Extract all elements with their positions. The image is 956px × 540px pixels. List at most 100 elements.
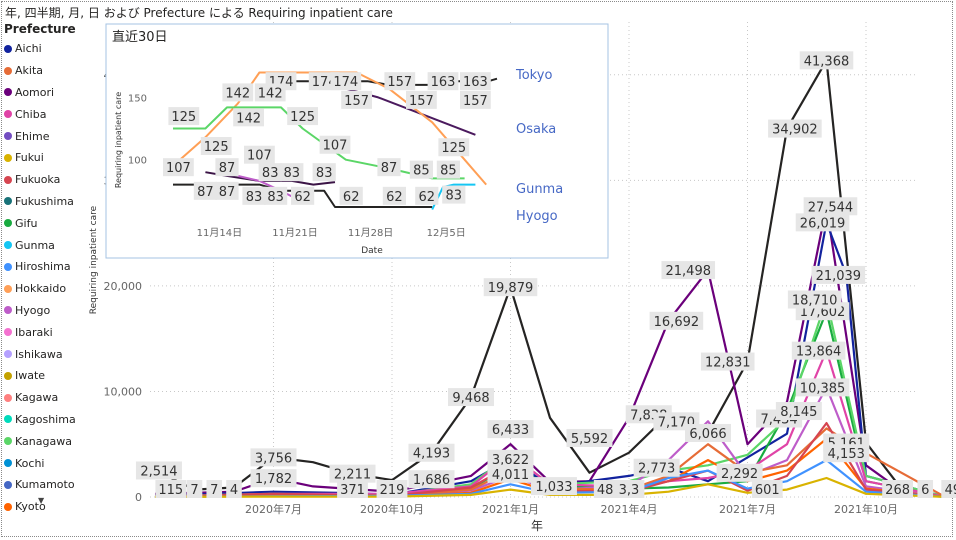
data-label-text: 17,602 (800, 305, 846, 320)
legend-item[interactable]: Kanagawa (4, 430, 84, 452)
data-label-text: 83 (284, 166, 301, 181)
data-label-text: 1,033 (535, 480, 572, 495)
data-label: 1,686 (408, 470, 455, 489)
data-label-text: 601 (755, 483, 780, 498)
legend-label: Hokkaido (15, 282, 67, 296)
inset-data-label: 157 (406, 90, 437, 109)
data-label: 2,773 (633, 458, 680, 477)
legend-item[interactable]: Hokkaido (4, 278, 84, 300)
data-label: 41,368 (799, 51, 854, 70)
x-tick-label: 2021年10月 (834, 502, 898, 516)
legend-marker (4, 437, 12, 446)
legend-marker (4, 502, 12, 511)
data-label-bg (250, 448, 297, 467)
legend-item[interactable]: Fukui (4, 147, 84, 169)
legend-label: Aomori (15, 85, 55, 99)
data-label-text: 3,3 (619, 483, 640, 498)
legend-item[interactable]: Kagoshima (4, 409, 84, 431)
legend-item[interactable]: Kumamoto (4, 474, 84, 496)
inset-x-tick-label: 11月28日 (348, 227, 393, 239)
legend-item[interactable]: Chiba (4, 103, 84, 125)
data-label-text: 62 (343, 190, 360, 205)
data-label-text: 8,145 (780, 405, 817, 420)
data-label-text: 9,468 (452, 391, 489, 406)
legend-marker (4, 393, 12, 402)
data-label-text: 115 (158, 483, 183, 498)
legend-item[interactable]: Hiroshima (4, 256, 84, 278)
legend-item[interactable]: Hyogo (4, 300, 84, 322)
data-label-bg (941, 480, 956, 498)
legend-label: Hyogo (15, 303, 51, 317)
inset-y-tick-label: 100 (128, 156, 147, 167)
data-label-bg (438, 138, 470, 157)
inset-data-label: 87 (193, 181, 217, 200)
legend-item[interactable]: Aichi (4, 38, 84, 60)
legend-marker (4, 262, 12, 271)
inset-y-tick-label: 150 (128, 93, 147, 104)
data-label-text: 107 (166, 161, 191, 176)
legend-label: Kagoshima (15, 412, 76, 426)
data-label-bg (254, 83, 286, 102)
inset-data-label: 142 (222, 83, 254, 102)
caret-down-icon[interactable]: ▼ (38, 496, 45, 505)
data-label-bg (382, 186, 406, 205)
data-label-text: 142 (236, 111, 261, 126)
legend-label: Fukushima (15, 194, 74, 208)
series-line (154, 205, 946, 498)
legend-item[interactable]: Iwate (4, 365, 84, 387)
data-label-text: 125 (171, 110, 196, 125)
data-label-bg (242, 186, 266, 205)
data-label-bg (448, 388, 494, 407)
data-label-bg (163, 158, 194, 177)
legend-item[interactable]: Ibaraki (4, 321, 84, 343)
inset-data-label: 163 (460, 72, 491, 91)
data-label-bg (406, 90, 437, 109)
legend-item[interactable]: Fukushima (4, 191, 84, 213)
data-label-bg (186, 480, 203, 498)
data-label: 7 (206, 480, 223, 498)
legend-item[interactable]: Kagawa (4, 387, 84, 409)
legend-label: Kyoto (15, 500, 46, 514)
legend: Prefecture Aichi Akita Aomori Chiba Ehime Fuk… (4, 22, 84, 534)
legend-item[interactable]: Kochi (4, 452, 84, 474)
legend-item[interactable]: Gunma (4, 234, 84, 256)
data-label: 1,782 (250, 469, 297, 488)
legend-item[interactable]: Fukuoka (4, 169, 84, 191)
inset-series-end-label: Tokyo (515, 68, 552, 83)
inset-data-label: 62 (415, 186, 439, 205)
x-axis-title: 年 (531, 519, 543, 533)
legend-label: Gifu (15, 216, 38, 230)
data-label: 26,019 (795, 213, 850, 232)
legend-marker (4, 306, 12, 315)
data-label-bg (768, 119, 822, 138)
legend-item[interactable]: Ehime (4, 125, 84, 147)
data-label-text: 19,879 (488, 281, 534, 296)
x-tick-label: 2020年7月 (245, 502, 302, 516)
data-label-text: 62 (419, 190, 436, 205)
data-label-text: 163 (431, 75, 456, 90)
data-label-text: 21,498 (666, 264, 712, 279)
y-tick-label: 20,000 (104, 280, 143, 293)
legend-item[interactable]: Akita (4, 60, 84, 82)
data-label-bg (787, 290, 842, 309)
data-label-bg (700, 352, 755, 371)
legend-item[interactable]: Ishikawa (4, 343, 84, 365)
inset-series-end-label: Osaka (516, 122, 556, 137)
inset-data-label: 85 (436, 160, 460, 179)
data-label: 371 (337, 480, 368, 498)
data-label-text: 3,622 (492, 453, 529, 468)
legend-label: Hiroshima (15, 260, 71, 274)
legend-item[interactable]: Gifu (4, 212, 84, 234)
legend-label: Chiba (15, 107, 47, 121)
legend-item[interactable]: Aomori (4, 82, 84, 104)
legend-label: Ishikawa (15, 347, 63, 361)
data-label: 34,902 (768, 119, 822, 138)
data-label-text: 83 (316, 166, 333, 181)
data-label-text: 85 (440, 164, 457, 179)
data-label-text: 3,756 (255, 451, 292, 466)
x-tick-label: 2021年4月 (601, 502, 658, 516)
legend-item[interactable]: Kyoto (4, 496, 84, 518)
data-label-bg (795, 213, 850, 232)
data-label-bg (716, 463, 763, 482)
data-label-bg (427, 72, 459, 91)
